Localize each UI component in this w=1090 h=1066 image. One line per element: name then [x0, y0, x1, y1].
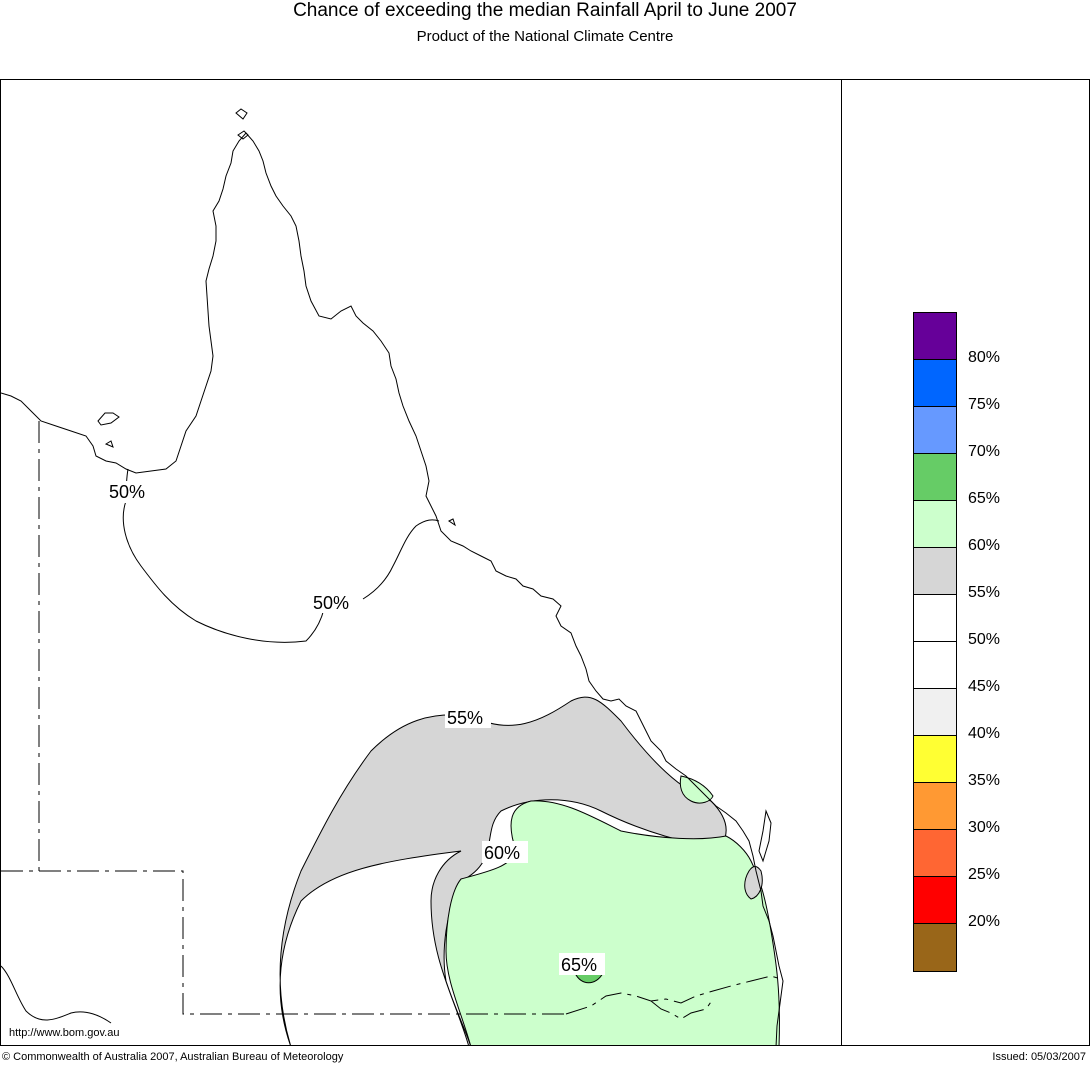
legend-label: 45% — [968, 678, 1001, 695]
contour-labels: 50% 50% 55% 60% 65% — [107, 481, 605, 975]
state-border-south — [650, 998, 714, 1020]
contour-label-50-a: 50% — [109, 482, 145, 502]
legend-swatch — [914, 548, 956, 595]
map-subtitle: Product of the National Climate Centre — [416, 28, 674, 45]
contour-50-north — [122, 468, 325, 643]
island-east — [448, 518, 772, 863]
legend-swatch — [914, 689, 956, 736]
queensland-map: 50% 50% 55% 60% 65% — [1, 108, 784, 1045]
legend-swatch — [914, 595, 956, 642]
legend-swatch — [914, 407, 956, 454]
legend-swatch — [914, 313, 956, 360]
legend-label: 25% — [968, 866, 1001, 883]
bottom-left-coast — [1, 965, 112, 1024]
legend-label: 70% — [968, 443, 1001, 460]
legend-panel: 80% 75% 70% 65% 60% 55% 50% 45% 40% 35% 30% 25% 20% — [842, 79, 1090, 1046]
legend-swatch — [914, 360, 956, 407]
legend-swatch — [914, 924, 956, 971]
state-border — [1, 421, 782, 1015]
legend-swatch — [914, 783, 956, 830]
contour-label-50-b: 50% — [313, 593, 349, 613]
legend-swatch — [914, 736, 956, 783]
zone-60-65 — [445, 800, 780, 1045]
copyright-notice: © Commonwealth of Australia 2007, Austra… — [2, 1051, 344, 1063]
legend-swatch — [914, 501, 956, 548]
legend-swatch — [914, 830, 956, 877]
legend-label: 35% — [968, 772, 1001, 789]
map-panel: 50% 50% 55% 60% 65% http://www.bom.gov.a… — [0, 79, 842, 1046]
contour-label-55: 55% — [447, 708, 483, 728]
legend-label: 60% — [968, 537, 1001, 554]
legend-label: 55% — [968, 584, 1001, 601]
issued-date: Issued: 05/03/2007 — [992, 1051, 1086, 1063]
legend-color-bar — [913, 312, 957, 972]
zone-60-65-coastal — [679, 775, 714, 804]
legend-label: 65% — [968, 490, 1001, 507]
island — [97, 108, 249, 448]
legend-label: 50% — [968, 631, 1001, 648]
legend-label: 20% — [968, 913, 1001, 930]
coastline — [1, 132, 784, 1045]
contour-label-65: 65% — [561, 955, 597, 975]
contour-50-east — [362, 519, 440, 600]
bom-url: http://www.bom.gov.au — [7, 1027, 122, 1039]
legend-label: 75% — [968, 396, 1001, 413]
legend-swatch — [914, 877, 956, 924]
legend-label: 80% — [968, 349, 1001, 366]
legend-swatch — [914, 454, 956, 501]
legend-label: 40% — [968, 725, 1001, 742]
contour-label-60: 60% — [484, 843, 520, 863]
legend-swatch — [914, 642, 956, 689]
legend-label: 30% — [968, 819, 1001, 836]
map-title: Chance of exceeding the median Rainfall … — [293, 0, 797, 21]
